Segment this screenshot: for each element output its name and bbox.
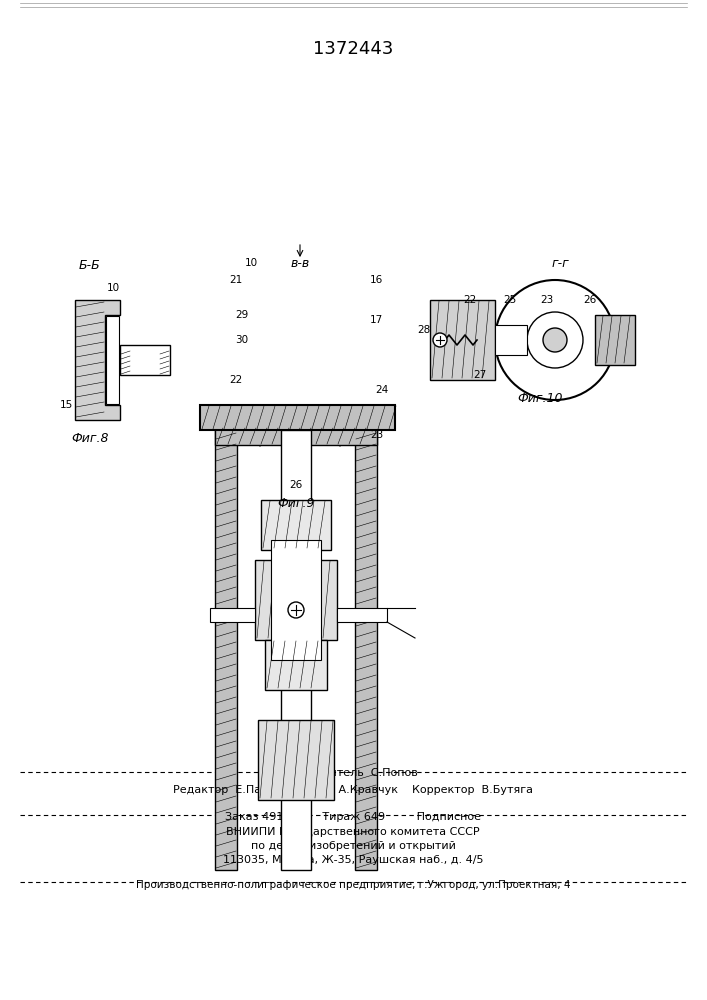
Bar (210, 608, 255, 622)
Bar (120, 345, 170, 375)
Text: 10: 10 (107, 283, 119, 293)
Circle shape (543, 328, 567, 352)
Text: Фиг.10: Фиг.10 (518, 392, 563, 405)
Text: 22: 22 (463, 295, 477, 305)
Circle shape (527, 312, 583, 368)
Text: Б-Б: Б-Б (79, 259, 101, 272)
Text: г: г (345, 425, 351, 435)
Bar (337, 608, 387, 622)
Bar (255, 560, 337, 640)
Text: ВНИИПИ Государственного комитета СССР: ВНИИПИ Государственного комитета СССР (226, 827, 480, 837)
Polygon shape (106, 316, 119, 404)
Bar (258, 720, 334, 800)
Text: 24: 24 (375, 385, 388, 395)
Circle shape (433, 333, 447, 347)
Text: г-г: г-г (551, 257, 569, 270)
Bar (200, 405, 395, 430)
Text: Редактор  Е.Папп    Техред  А.Кравчук    Корректор  В.Бутяга: Редактор Е.Папп Техред А.Кравчук Коррект… (173, 785, 533, 795)
Text: 113035, Москва, Ж-35, Раушская наб., д. 4/5: 113035, Москва, Ж-35, Раушская наб., д. … (223, 855, 484, 865)
Text: 1372443: 1372443 (312, 40, 393, 58)
Text: 23: 23 (540, 295, 554, 305)
Bar (355, 430, 377, 870)
Text: 10: 10 (245, 258, 258, 268)
Text: 15: 15 (60, 400, 73, 410)
Polygon shape (75, 300, 120, 420)
Text: в-в: в-в (291, 257, 310, 270)
Bar (265, 640, 327, 690)
Bar (430, 300, 495, 380)
Text: Фиг.8: Фиг.8 (71, 432, 109, 445)
Bar (215, 427, 377, 445)
Text: 29: 29 (235, 310, 248, 320)
Circle shape (288, 602, 304, 618)
Text: 27: 27 (474, 370, 486, 380)
Text: г: г (249, 425, 255, 435)
Text: Производственно-полиграфическое предприятие, г.Ужгород, ул.Проектная, 4: Производственно-полиграфическое предприя… (136, 880, 571, 890)
Text: 21: 21 (229, 275, 242, 285)
Bar (271, 540, 321, 660)
Text: Фиг.9: Фиг.9 (277, 497, 315, 510)
Circle shape (495, 280, 615, 400)
Bar (215, 430, 237, 870)
Text: 28: 28 (416, 325, 430, 335)
Text: 16: 16 (370, 275, 383, 285)
Text: 22: 22 (229, 375, 242, 385)
Text: Заказ 491/47      Тираж 649         Подписное: Заказ 491/47 Тираж 649 Подписное (225, 812, 481, 822)
Text: 30: 30 (235, 335, 248, 345)
Bar (261, 500, 331, 550)
Text: 26: 26 (289, 480, 303, 490)
Bar (281, 430, 311, 870)
Text: 17: 17 (370, 315, 383, 325)
Bar (595, 315, 635, 365)
Text: Составитель  С.Попов: Составитель С.Попов (288, 768, 417, 778)
Text: 23: 23 (370, 430, 383, 440)
Text: по делам изобретений и открытий: по делам изобретений и открытий (250, 841, 455, 851)
Bar (495, 325, 527, 355)
Text: 25: 25 (503, 295, 517, 305)
Text: 26: 26 (583, 295, 597, 305)
